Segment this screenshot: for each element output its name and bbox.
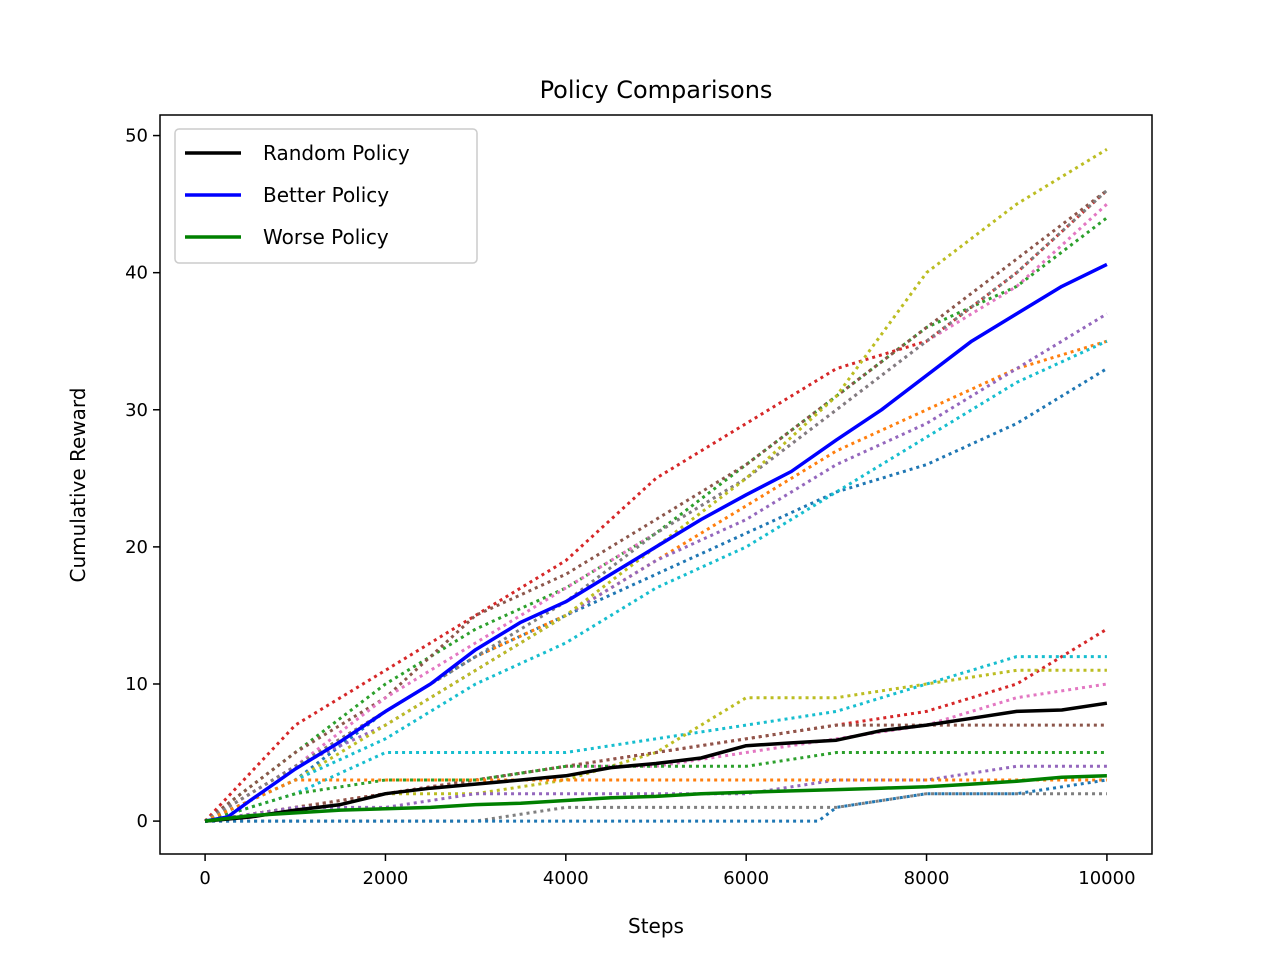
y-tick-label: 20 — [125, 537, 148, 558]
series-line-1 — [204, 701, 1108, 823]
x-tick-label: 4000 — [543, 868, 589, 889]
legend-label: Random Policy — [263, 141, 410, 165]
x-tick-label: 8000 — [904, 868, 950, 889]
x-axis-title: Steps — [628, 914, 684, 938]
x-tick-label: 6000 — [723, 868, 769, 889]
series-line-4 — [204, 367, 1108, 823]
series-line-3 — [204, 774, 1107, 823]
series-line-9 — [204, 189, 1108, 823]
legend-box — [174, 128, 478, 264]
x-axis: 0 2000 4000 6000 8000 10000 — [199, 854, 1136, 889]
x-tick-label: 10000 — [1078, 868, 1135, 889]
y-axis-title: Cumulative Reward — [66, 388, 90, 583]
legend-label: Better Policy — [263, 183, 389, 207]
series-line-15 — [204, 655, 1107, 823]
x-tick-label: 0 — [199, 868, 210, 889]
y-axis: 0 10 20 30 40 50 — [125, 126, 160, 832]
y-tick-label: 10 — [125, 674, 148, 695]
y-tick-label: 0 — [137, 811, 148, 832]
x-tick-label: 2000 — [363, 868, 409, 889]
plot-frame — [159, 114, 1153, 855]
series-layer — [204, 148, 1108, 823]
series-line-18 — [204, 723, 1107, 823]
y-tick-label: 50 — [125, 126, 148, 147]
y-tick-label: 40 — [125, 263, 148, 284]
series-line-23 — [205, 778, 1108, 823]
legend: Random Policy Better Policy Worse Policy — [174, 128, 478, 264]
series-line-12 — [204, 148, 1108, 823]
legend-label: Worse Policy — [263, 225, 389, 249]
series-line-19 — [204, 751, 1107, 823]
chart-title: Policy Comparisons — [540, 76, 773, 104]
y-tick-label: 30 — [125, 400, 148, 421]
series-line-2 — [204, 262, 1108, 823]
